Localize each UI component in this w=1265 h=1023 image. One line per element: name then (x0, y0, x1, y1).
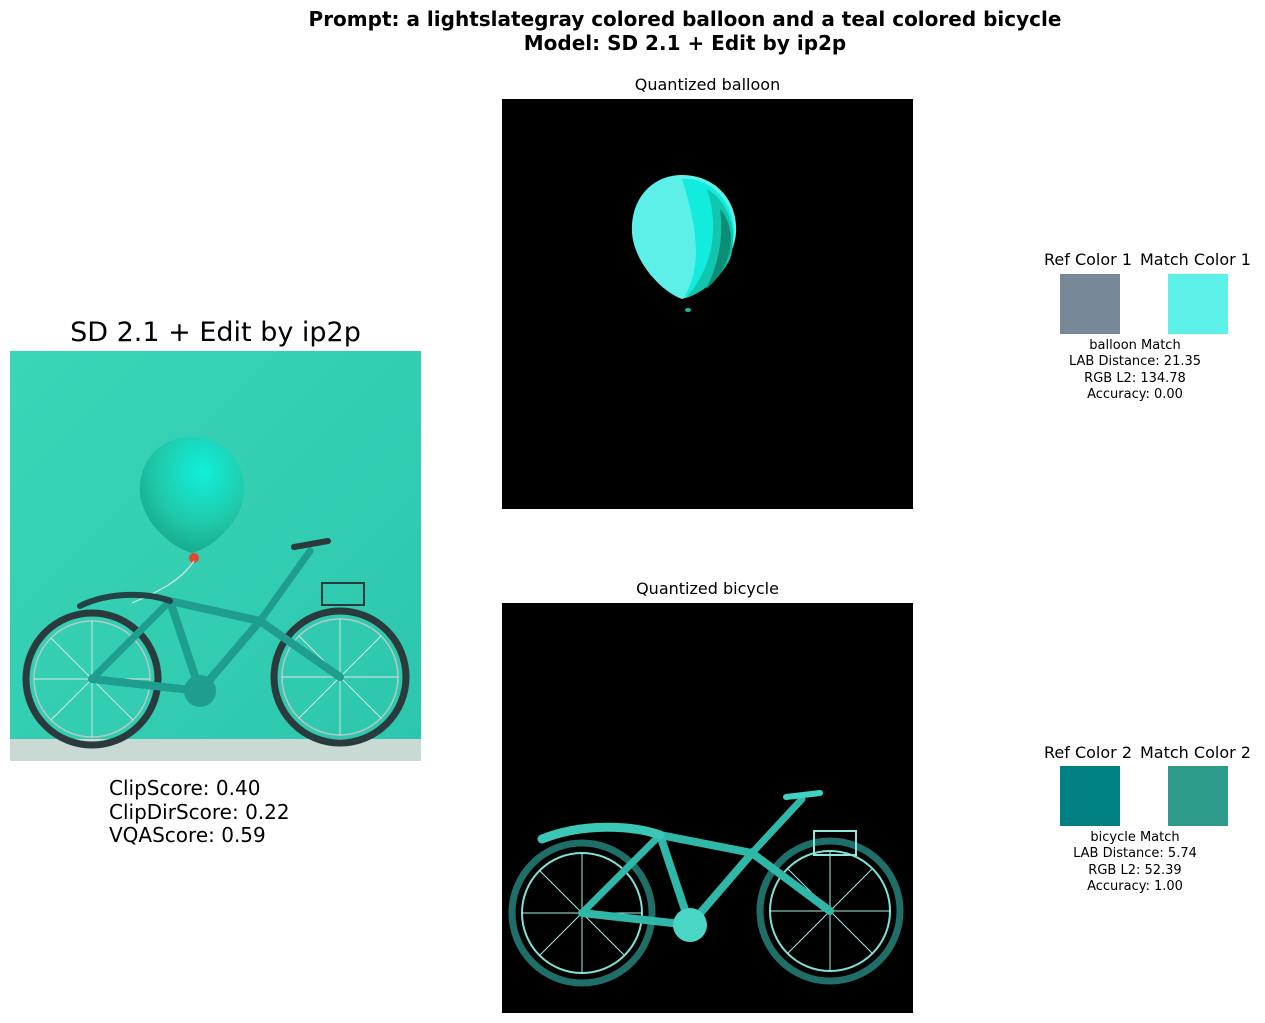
balloon-match-heading: balloon Match (1089, 338, 1181, 353)
ref-color-1-label: Ref Color 1 (1044, 250, 1132, 269)
figure-title-model: Model: SD 2.1 + Edit by ip2p (523, 31, 847, 55)
balloon-lab-distance: LAB Distance: 21.35 (1068, 354, 1202, 370)
bicycle-match-heading: bicycle Match (1090, 830, 1180, 845)
generated-image (10, 351, 421, 761)
match-color-1-label: Match Color 1 (1140, 250, 1251, 269)
clip-score: ClipScore: 0.40 (109, 776, 261, 800)
quantized-balloon-title: Quantized balloon (634, 75, 781, 94)
bicycle-lab-distance: LAB Distance: 5.74 (1073, 846, 1197, 862)
match-color-1-swatch (1168, 274, 1228, 334)
match-color-2-label: Match Color 2 (1140, 743, 1251, 762)
score-list: ClipScore: 0.40 ClipDirScore: 0.22 VQASc… (109, 776, 290, 848)
bicycle-rgb-l2: RGB L2: 52.39 (1088, 862, 1182, 878)
clip-dir-score: ClipDirScore: 0.22 (109, 799, 290, 824)
quantized-bicycle-title: Quantized bicycle (636, 579, 779, 598)
quantized-bicycle-image (502, 603, 913, 1013)
vqa-score: VQAScore: 0.59 (109, 823, 266, 847)
ref-color-2-label: Ref Color 2 (1044, 743, 1132, 762)
match-color-2-swatch (1168, 766, 1228, 826)
ref-color-2-swatch (1060, 766, 1120, 826)
figure-title-prompt: Prompt: a lightslategray colored balloon… (308, 7, 1062, 31)
generated-image-title: SD 2.1 + Edit by ip2p (70, 317, 361, 348)
ref-color-1-swatch (1060, 274, 1120, 334)
balloon-rgb-l2: RGB L2: 134.78 (1084, 370, 1186, 386)
bicycle-match-stats: bicycle Match LAB Distance: 5.74 RGB L2:… (1035, 830, 1235, 895)
balloon-accuracy: Accuracy: 0.00 (1087, 386, 1183, 402)
figure-title: Prompt: a lightslategray colored balloon… (0, 7, 1265, 55)
bicycle-accuracy: Accuracy: 1.00 (1087, 878, 1183, 894)
balloon-match-stats: balloon Match LAB Distance: 21.35 RGB L2… (1035, 338, 1235, 403)
quantized-balloon-image (502, 99, 913, 509)
